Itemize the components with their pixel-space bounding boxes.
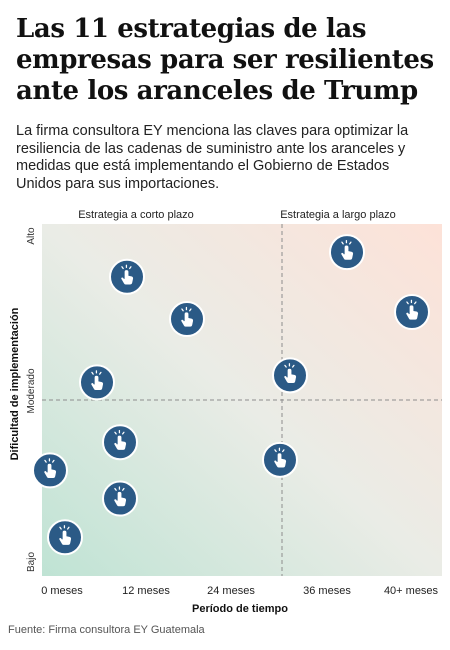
quadrant-label-short: Estrategia a corto plazo	[78, 209, 194, 221]
data-point	[272, 357, 308, 394]
data-points	[32, 234, 430, 556]
hand-pointer-icon	[340, 239, 354, 261]
y-axis-label: Dificultad de implementación	[9, 307, 21, 460]
data-point	[102, 424, 138, 461]
x-tick-label: 12 meses	[122, 585, 170, 597]
hand-pointer-icon	[273, 447, 287, 469]
hand-pointer-icon	[43, 458, 57, 479]
data-point	[79, 364, 115, 401]
y-tick-label-high: Alto	[26, 227, 37, 245]
data-point	[394, 294, 430, 330]
y-tick-label-low: Bajo	[26, 552, 37, 572]
data-point	[47, 519, 83, 556]
data-point	[329, 234, 365, 271]
data-point	[262, 441, 298, 478]
x-tick-labels: 0 meses 12 meses 24 meses 36 meses 40+ meses	[41, 585, 438, 597]
hand-pointer-icon	[90, 370, 104, 391]
data-point	[109, 258, 145, 295]
data-point	[32, 452, 68, 489]
quadrant-label-long: Estrategia a largo plazo	[280, 209, 396, 221]
x-axis-label: Período de tiempo	[192, 603, 288, 615]
x-tick-label: 36 meses	[303, 585, 351, 597]
hand-pointer-icon	[113, 430, 127, 451]
page-subtitle: La firma consultora EY menciona las clav…	[16, 123, 409, 192]
x-tick-label: 0 meses	[41, 585, 83, 597]
page-title: Las 11 estrategias de las empresas para …	[16, 14, 434, 106]
hand-pointer-icon	[113, 486, 127, 508]
x-tick-label: 40+ meses	[384, 585, 439, 597]
hand-pointer-icon	[180, 306, 194, 328]
hand-pointer-icon	[58, 525, 72, 546]
x-tick-label: 24 meses	[207, 585, 255, 597]
scatter-chart: Estrategia a corto plazo Estrategia a la…	[9, 209, 442, 615]
source-note: Fuente: Firma consultora EY Guatemala	[8, 624, 205, 636]
y-tick-label-moderate: Moderado	[26, 368, 37, 413]
hand-pointer-icon	[283, 363, 297, 384]
data-point	[169, 301, 205, 338]
hand-pointer-icon	[120, 264, 134, 286]
data-point	[102, 480, 138, 517]
hand-pointer-icon	[405, 299, 419, 321]
